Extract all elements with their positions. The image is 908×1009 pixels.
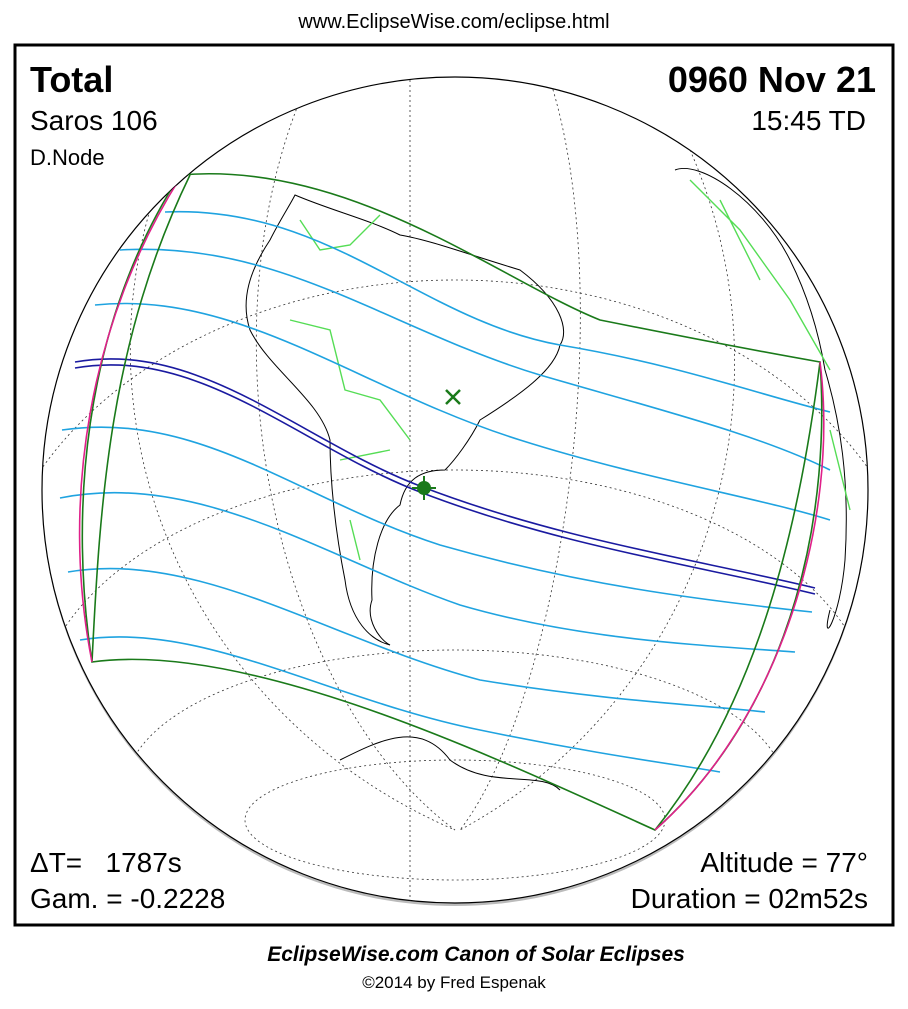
grid-line (255, 99, 456, 831)
border (689, 179, 851, 511)
saros: Saros 106 (30, 105, 158, 136)
globe (41, 76, 869, 906)
coastline (674, 168, 847, 629)
duration: Duration = 02m52s (631, 883, 868, 914)
limit-line (78, 177, 825, 831)
greatest-duration-marker (412, 476, 436, 500)
path-line (79, 636, 721, 773)
copyright: ©2014 by Fred Espenak (362, 973, 546, 992)
delta-t: ΔT= 1787s (30, 847, 182, 878)
coastline (339, 736, 561, 791)
path-line (67, 567, 766, 713)
gamma: Gam. = -0.2228 (30, 883, 225, 914)
eclipse-type: Total (30, 59, 113, 100)
node: D.Node (30, 145, 105, 170)
coastline (245, 194, 565, 646)
altitude: Altitude = 77° (700, 847, 868, 878)
eclipse-boundary (81, 172, 823, 831)
grid-line (130, 209, 456, 831)
time: 15:45 TD (751, 105, 866, 136)
date: 0960 Nov 21 (668, 59, 876, 100)
globe-disc (41, 76, 869, 904)
grid-line (459, 79, 581, 831)
footer-title: EclipseWise.com Canon of Solar Eclipses (267, 943, 685, 966)
path-line (61, 426, 813, 613)
url: www.EclipseWise.com/eclipse.html (297, 11, 609, 33)
grid-line (459, 149, 735, 831)
border (289, 214, 411, 561)
path-line (164, 210, 831, 413)
path-line (119, 248, 831, 471)
eclipse-boundary (91, 174, 821, 831)
path-line (59, 491, 796, 653)
greatest-eclipse-marker (445, 389, 461, 405)
globe-content (42, 77, 868, 903)
path-line (94, 302, 831, 521)
